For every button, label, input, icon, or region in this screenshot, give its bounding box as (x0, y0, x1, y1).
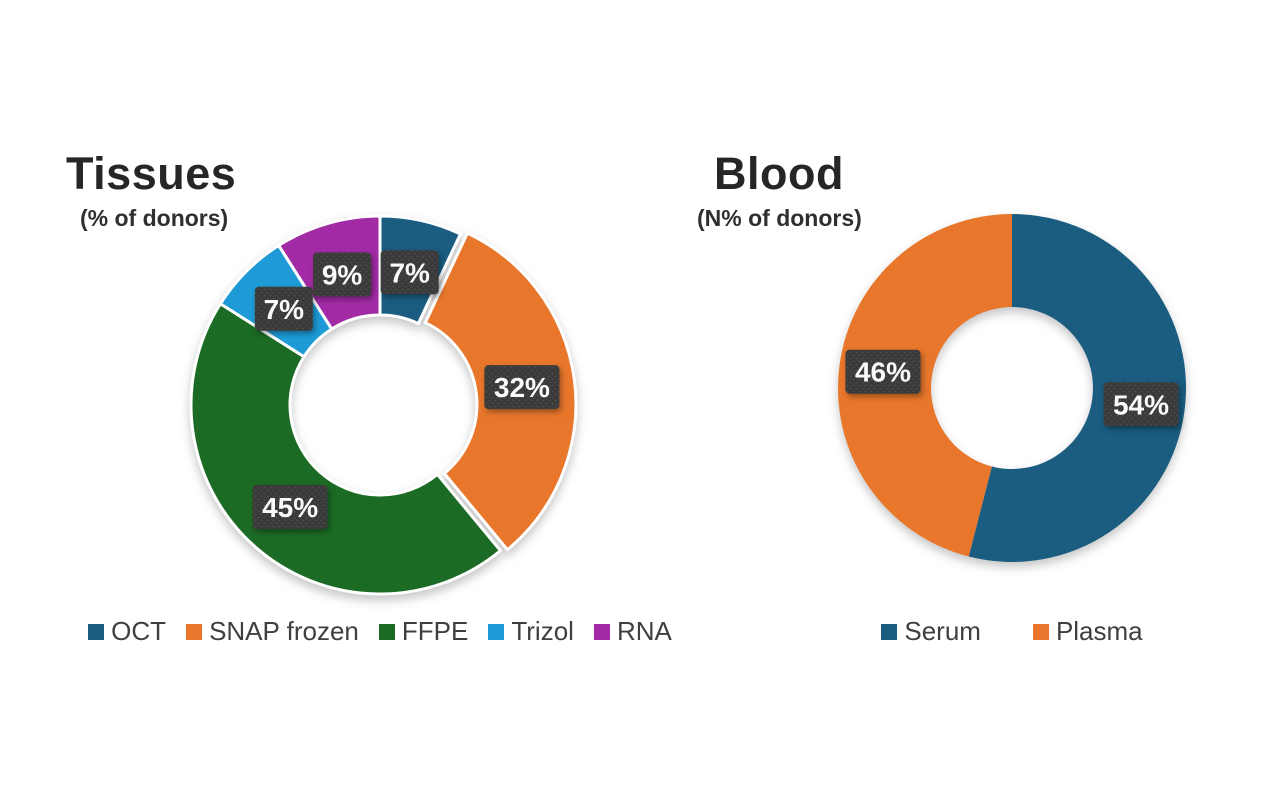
tissues-label-rna: 9% (313, 252, 372, 297)
blood-label-serum: 54% (1103, 382, 1179, 427)
data-label-value: 32% (494, 372, 550, 403)
tissues-label-snap-frozen: 32% (484, 365, 560, 410)
tissues-chart-title: Tissues (66, 148, 237, 199)
legend-item-ffpe: FFPE (378, 616, 469, 647)
tissues-label-oct: 7% (380, 250, 439, 295)
blood-donut-chart: 54% 46% (838, 214, 1187, 562)
tissues-slice-ffpe (189, 302, 502, 596)
tissues-legend: OCT SNAP frozen FFPE Trizol RNA (88, 616, 672, 647)
tissues-chart-subtitle: (% of donors) (80, 205, 229, 231)
legend-label: RNA (616, 616, 672, 646)
blood-legend: Serum Plasma (812, 616, 1212, 647)
blood-slice-serum (968, 214, 1187, 562)
legend-swatch-plasma (1032, 623, 1049, 640)
legend-swatch-trizol (488, 623, 505, 640)
legend-item-oct: OCT (88, 616, 166, 647)
legend-label: FFPE (401, 616, 469, 646)
blood-data-labels: 54% 46% (845, 349, 1179, 427)
legend-item-plasma: Plasma (1032, 616, 1143, 647)
data-label-value: 46% (855, 357, 911, 388)
legend-swatch-ffpe (378, 623, 395, 640)
blood-chart-subtitle: (N% of donors) (697, 205, 862, 231)
data-label-box (1103, 382, 1179, 427)
legend-label: SNAP frozen (209, 616, 359, 646)
tissues-label-trizol: 7% (254, 286, 313, 331)
blood-slice-plasma (838, 214, 1012, 557)
blood-slices (838, 214, 1187, 562)
legend-swatch-snap-frozen (186, 623, 203, 640)
legend-item-rna: RNA (593, 616, 672, 647)
data-label-box (380, 250, 439, 295)
data-label-value: 7% (389, 257, 430, 288)
legend-label: Serum (904, 616, 981, 646)
legend-item-trizol: Trizol (488, 616, 574, 647)
legend-label: Plasma (1055, 616, 1143, 646)
legend-swatch-oct (88, 623, 105, 640)
tissues-label-ffpe: 45% (252, 485, 328, 529)
blood-label-plasma: 46% (845, 349, 921, 394)
tissues-data-labels: 7% 32% 45% 7% 9% (252, 250, 560, 529)
legend-item-snap-frozen: SNAP frozen (186, 616, 359, 647)
legend-swatch-rna (593, 623, 610, 640)
tissues-donut-chart: 7% 32% 45% 7% 9% (189, 214, 578, 596)
blood-chart-title: Blood (714, 148, 844, 199)
data-label-box (484, 365, 560, 410)
legend-label: Trizol (511, 616, 574, 646)
data-label-value: 7% (264, 294, 305, 325)
legend-swatch-serum (881, 623, 898, 640)
data-label-value: 45% (262, 492, 318, 523)
legend-label: OCT (111, 616, 167, 646)
data-label-box (845, 349, 921, 394)
data-label-box (254, 286, 313, 331)
data-label-box (313, 252, 372, 297)
data-label-box (252, 485, 328, 529)
data-label-value: 54% (1113, 389, 1169, 420)
data-label-value: 9% (322, 259, 363, 290)
legend-item-serum: Serum (881, 616, 981, 647)
